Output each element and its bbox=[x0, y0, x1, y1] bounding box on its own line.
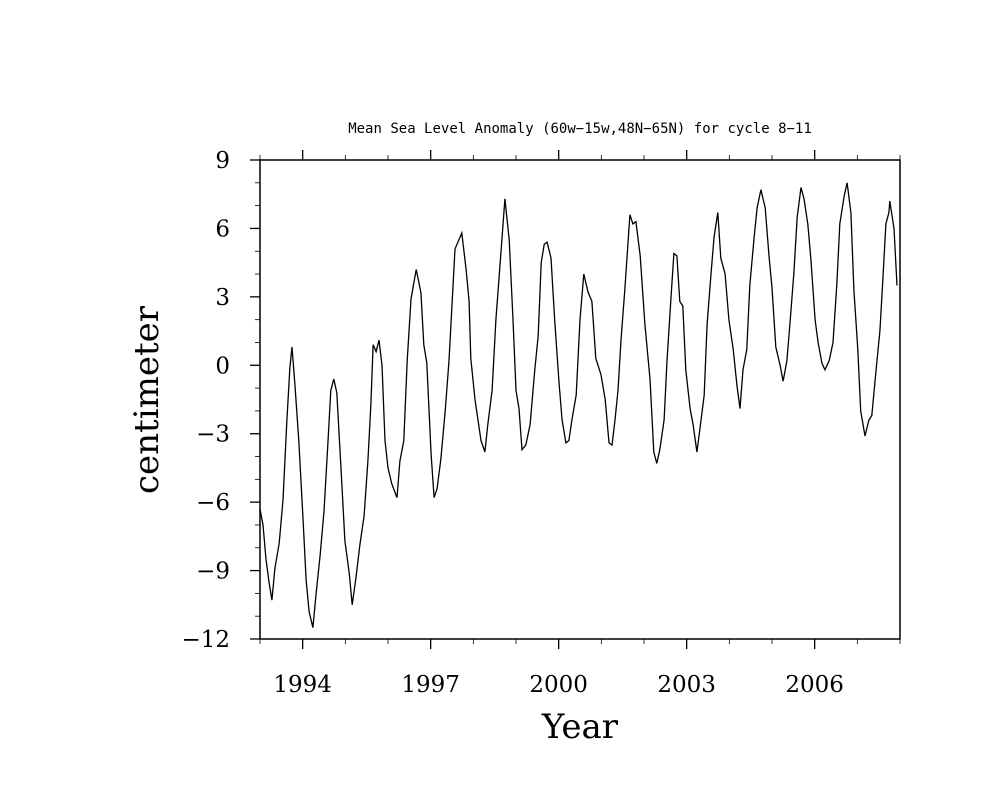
x-tick-label: 2000 bbox=[529, 672, 588, 698]
y-tick-label: 6 bbox=[215, 216, 230, 242]
y-tick-label: −3 bbox=[196, 422, 230, 448]
x-axis-label: Year bbox=[541, 707, 619, 747]
plot-frame bbox=[259, 159, 901, 640]
chart-title: Mean Sea Level Anomaly (60w−15w,48N−65N)… bbox=[348, 121, 812, 137]
y-tick-label: 0 bbox=[215, 353, 230, 379]
y-tick-label: −9 bbox=[196, 559, 230, 585]
y-tick-label: 3 bbox=[215, 285, 230, 311]
x-tick-label: 2003 bbox=[657, 672, 716, 698]
series-line bbox=[259, 182, 898, 628]
x-tick-label: 2006 bbox=[785, 672, 844, 698]
y-tick-label: −6 bbox=[196, 490, 230, 516]
x-tick-label: 1997 bbox=[401, 672, 460, 698]
y-tick-label: 9 bbox=[215, 148, 230, 174]
x-tick-label: 1994 bbox=[273, 672, 332, 698]
y-tick-label: −12 bbox=[181, 627, 230, 653]
y-axis-label: centimeter bbox=[127, 305, 167, 494]
